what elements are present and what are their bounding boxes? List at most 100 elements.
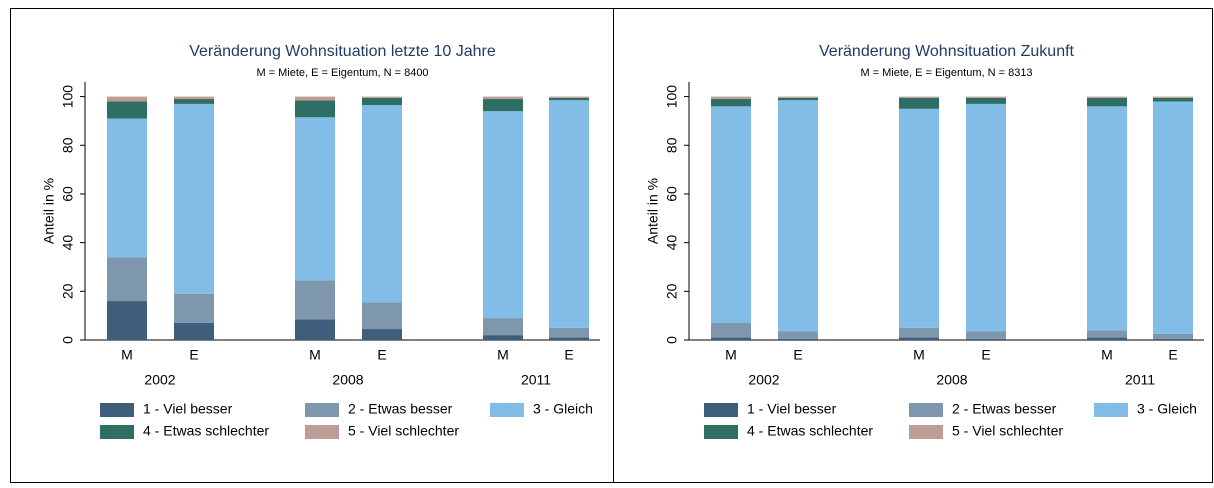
group-label: 2002 <box>748 372 779 388</box>
x-tick-label: M <box>1101 347 1113 363</box>
bar-segment <box>778 96 818 98</box>
chart-subtitle: M = Miete, E = Eigentum, N = 8400 <box>256 67 428 79</box>
bar-segment <box>107 118 147 258</box>
bar-segment <box>778 338 818 340</box>
group-label: 2002 <box>144 372 175 388</box>
x-tick-label: E <box>793 347 802 363</box>
bar-segment <box>711 106 751 323</box>
bar-segment <box>107 301 147 340</box>
legend-label: 2 - Etwas besser <box>952 401 1057 417</box>
y-tick-label: 0 <box>60 336 76 344</box>
bar-segment <box>1153 96 1193 98</box>
chart-subtitle: M = Miete, E = Eigentum, N = 8313 <box>860 67 1032 79</box>
legend-label: 5 - Viel schlechter <box>952 423 1063 439</box>
bar-segment <box>362 96 402 98</box>
x-tick-label: M <box>725 347 737 363</box>
group-label: 2008 <box>332 372 363 388</box>
legend-label: 1 - Viel besser <box>143 401 233 417</box>
y-tick-label: 60 <box>664 186 680 202</box>
x-tick-label: M <box>497 347 509 363</box>
bar-segment <box>295 96 335 101</box>
bar-segment <box>899 96 939 98</box>
bar-segment <box>899 108 939 328</box>
bar-segment <box>549 96 589 98</box>
legend-label: 5 - Viel schlechter <box>348 423 459 439</box>
group-label: 2008 <box>936 372 967 388</box>
y-tick-label: 40 <box>60 235 76 251</box>
legend-swatch <box>305 425 339 439</box>
y-tick-label: 40 <box>664 235 680 251</box>
y-tick-label: 80 <box>60 137 76 153</box>
bar-segment <box>174 96 214 100</box>
bar-segment <box>362 105 402 303</box>
legend-label: 3 - Gleich <box>1137 401 1197 417</box>
x-tick-label: E <box>377 347 386 363</box>
bar-segment <box>1153 338 1193 340</box>
legend-swatch <box>100 403 134 417</box>
bar-segment <box>1087 96 1127 98</box>
bar-segment <box>899 97 939 109</box>
bar-segment <box>174 293 214 323</box>
legend-swatch <box>100 425 134 439</box>
bar-segment <box>549 100 589 328</box>
bar-segment <box>549 327 589 338</box>
y-tick-label: 20 <box>60 283 76 299</box>
y-axis-label: Anteil in % <box>645 178 661 244</box>
legend-label: 1 - Viel besser <box>747 401 837 417</box>
bar-segment <box>295 319 335 340</box>
legend-label: 4 - Etwas schlechter <box>747 423 873 439</box>
bar-segment <box>549 337 589 340</box>
bar-segment <box>362 302 402 330</box>
bar-segment <box>778 97 818 101</box>
bar-segment <box>107 96 147 102</box>
chart-title: Veränderung Wohnsituation letzte 10 Jahr… <box>189 43 496 60</box>
bar-segment <box>966 103 1006 332</box>
bar-segment <box>778 100 818 332</box>
bar-segment <box>966 331 1006 339</box>
bar-segment <box>899 327 939 338</box>
bar-segment <box>174 103 214 294</box>
bar-segment <box>966 338 1006 340</box>
bar-segment <box>295 100 335 118</box>
bar-segment <box>778 331 818 339</box>
x-tick-label: M <box>121 347 133 363</box>
bar-segment <box>174 99 214 104</box>
bar-segment <box>295 117 335 281</box>
x-tick-label: E <box>1168 347 1177 363</box>
bar-segment <box>107 101 147 119</box>
bar-segment <box>711 99 751 107</box>
group-label: 2011 <box>521 372 551 388</box>
bar-segment <box>1087 106 1127 331</box>
x-tick-label: M <box>309 347 321 363</box>
bar-segment <box>483 99 523 112</box>
y-tick-label: 20 <box>664 283 680 299</box>
legend-swatch <box>704 425 738 439</box>
x-tick-label: E <box>981 347 990 363</box>
legend-swatch <box>490 403 524 417</box>
chart-title: Veränderung Wohnsituation Zukunft <box>819 43 1075 60</box>
bar-segment <box>711 337 751 340</box>
bar-segment <box>966 97 1006 104</box>
bar-segment <box>1153 97 1193 102</box>
legend-swatch <box>704 403 738 417</box>
bar-segment <box>483 96 523 100</box>
bar-segment <box>899 337 939 340</box>
bar-segment <box>1153 333 1193 339</box>
bar-segment <box>549 97 589 101</box>
legend-swatch <box>1094 403 1128 417</box>
bar-segment <box>1153 101 1193 334</box>
legend-swatch <box>909 403 943 417</box>
bar-segment <box>966 96 1006 98</box>
x-tick-label: E <box>189 347 198 363</box>
bar-segment <box>1087 337 1127 340</box>
bar-segment <box>174 322 214 340</box>
legend-label: 3 - Gleich <box>533 401 593 417</box>
group-label: 2011 <box>1125 372 1155 388</box>
bar-segment <box>711 322 751 338</box>
x-tick-label: M <box>913 347 925 363</box>
bar-segment <box>1087 330 1127 338</box>
bar-segment <box>483 335 523 340</box>
legend-label: 4 - Etwas schlechter <box>143 423 269 439</box>
bar-segment <box>483 111 523 319</box>
